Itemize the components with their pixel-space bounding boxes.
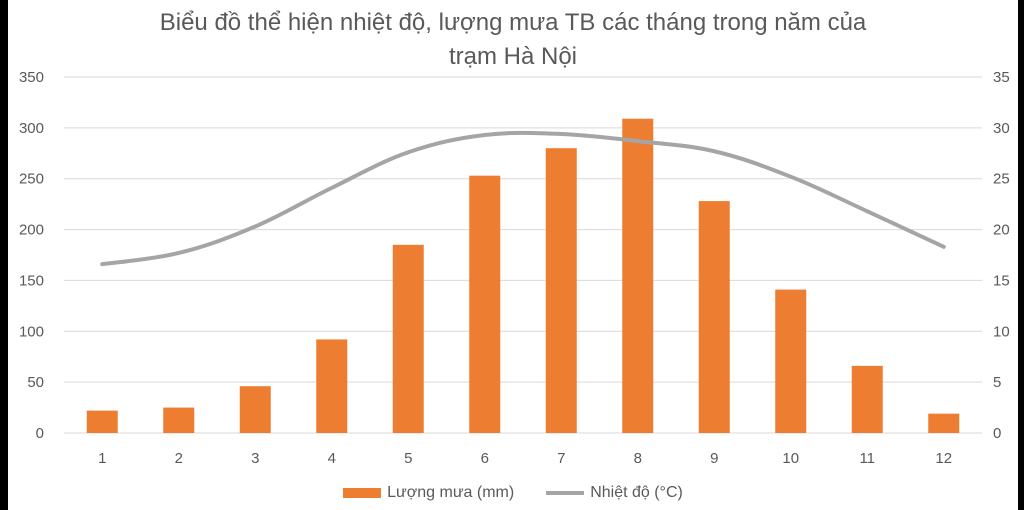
bar-rainfall — [163, 407, 195, 433]
x-tick-label: 5 — [404, 450, 412, 467]
legend-swatch-temperature — [546, 491, 585, 495]
y-right-tick-label: 15 — [993, 272, 1010, 289]
bar-rainfall — [698, 201, 730, 433]
legend-swatch-rainfall — [343, 488, 382, 498]
x-tick-label: 4 — [328, 450, 336, 467]
bar-rainfall — [86, 410, 118, 433]
y-left-tick-label: 300 — [19, 120, 44, 137]
y-right-tick-label: 20 — [993, 222, 1010, 239]
x-tick-label: 1 — [98, 450, 106, 467]
y-right-tick-label: 0 — [993, 425, 1001, 442]
bar-rainfall — [316, 339, 348, 433]
chart-title: Biểu đồ thể hiện nhiệt độ, lượng mưa TB … — [8, 6, 1018, 74]
y-right-tick-label: 5 — [993, 374, 1001, 391]
bar-rainfall — [545, 148, 577, 433]
chart-title-line-1: Biểu đồ thể hiện nhiệt độ, lượng mưa TB … — [159, 9, 867, 36]
y-left-tick-label: 250 — [19, 171, 44, 188]
x-tick-label: 6 — [481, 450, 489, 467]
bar-rainfall — [851, 365, 883, 433]
x-tick-label: 9 — [710, 450, 718, 467]
legend-label-temperature: Nhiệt độ (°C) — [590, 484, 683, 501]
y-left-tick-label: 50 — [27, 374, 44, 391]
y-left-tick-label: 200 — [19, 222, 44, 239]
legend: Lượng mưa (mm) Nhiệt độ (°C) — [8, 484, 1018, 502]
y-right-tick-label: 35 — [993, 69, 1010, 86]
y-right-tick-label: 10 — [993, 323, 1010, 340]
y-right-tick-label: 30 — [993, 120, 1010, 137]
x-tick-label: 11 — [859, 450, 875, 467]
y-left-tick-label: 150 — [19, 272, 44, 289]
line-temperature — [100, 130, 946, 267]
y-right-tick-label: 25 — [993, 171, 1010, 188]
bar-rainfall — [469, 175, 501, 434]
x-tick-label: 8 — [634, 450, 642, 467]
legend-item-rainfall: Lượng mưa (mm) — [343, 484, 514, 502]
x-tick-label: 10 — [782, 450, 799, 467]
y-left-tick-label: 0 — [36, 425, 44, 442]
chart-frame: Biểu đồ thể hiện nhiệt độ, lượng mưa TB … — [8, 0, 1018, 510]
x-tick-label: 2 — [175, 450, 183, 467]
x-tick-label: 7 — [557, 450, 565, 467]
bar-rainfall — [928, 413, 960, 433]
y-left-tick-label: 350 — [19, 69, 44, 86]
bar-rainfall — [239, 386, 271, 433]
bar-rainfall — [392, 244, 424, 433]
legend-item-temperature: Nhiệt độ (°C) — [546, 484, 683, 502]
x-tick-label: 3 — [251, 450, 259, 467]
bar-rainfall — [775, 289, 807, 433]
x-tick-label: 12 — [935, 450, 952, 467]
chart-title-line-2: trạm Hà Nội — [448, 43, 578, 70]
bar-rainfall — [622, 118, 654, 434]
y-left-tick-label: 100 — [19, 323, 44, 340]
legend-label-rainfall: Lượng mưa (mm) — [387, 484, 515, 501]
